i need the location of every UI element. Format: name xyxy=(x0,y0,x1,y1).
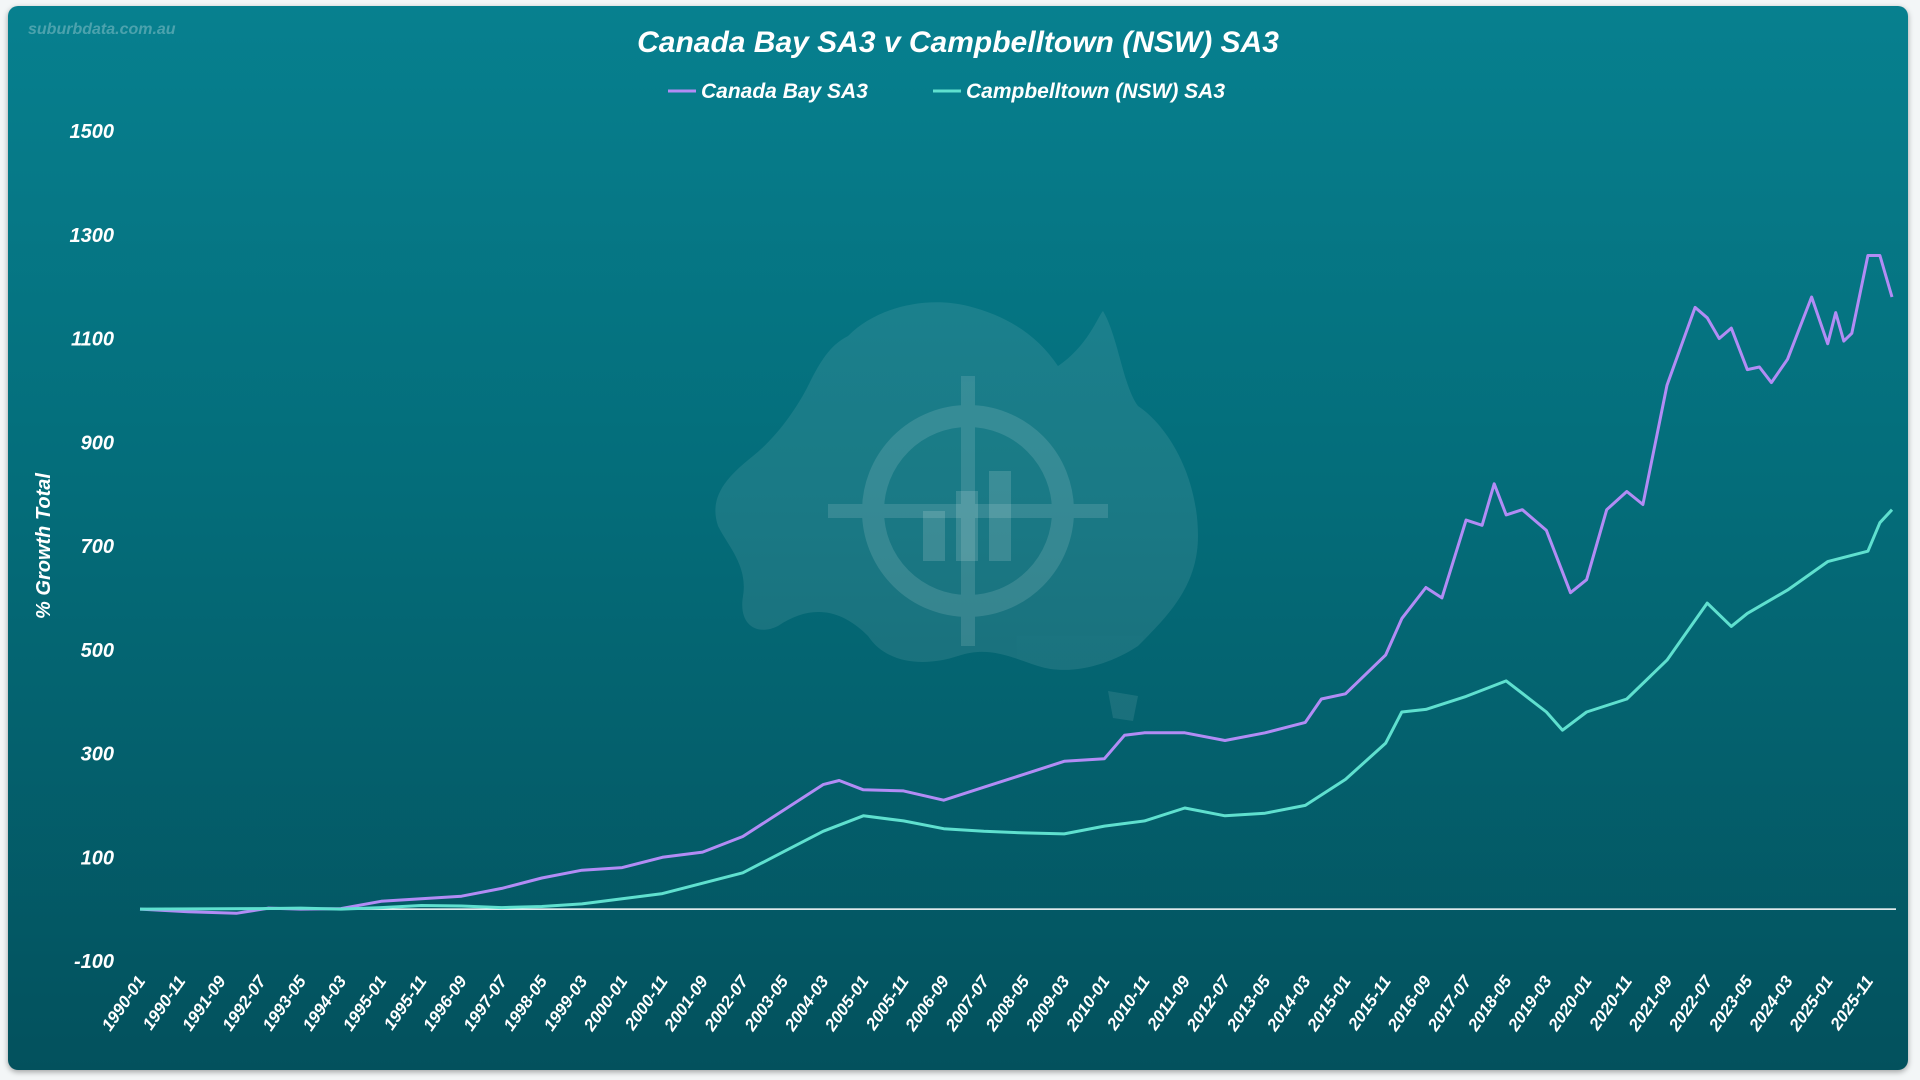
y-tick-label: 1500 xyxy=(70,121,115,143)
chart: suburbdata.com.au Canada Bay SA3 v Campb… xyxy=(28,21,1896,1035)
y-tick-label: -100 xyxy=(74,951,114,973)
watermark-text: suburbdata.com.au xyxy=(28,21,176,38)
watermark-target-icon xyxy=(828,376,1108,646)
y-tick-label: 900 xyxy=(81,432,114,454)
y-tick-label: 300 xyxy=(81,744,114,766)
series-line-1 xyxy=(139,508,1894,911)
series-lines xyxy=(139,254,1894,915)
y-axis-ticks: -100 100 300 500 700 900 1100 1300 1500 xyxy=(70,121,115,973)
series-line-0 xyxy=(139,254,1894,915)
watermark-logo xyxy=(715,302,1198,721)
legend-label: Campbelltown (NSW) SA3 xyxy=(966,80,1225,103)
watermark-bars xyxy=(923,471,1011,561)
chart-title: Canada Bay SA3 v Campbelltown (NSW) SA3 xyxy=(637,26,1279,59)
y-tick-label: 700 xyxy=(81,536,114,558)
y-tick-label: 500 xyxy=(81,640,114,662)
y-tick-label: 1300 xyxy=(70,225,115,247)
chart-panel: suburbdata.com.au Canada Bay SA3 v Campb… xyxy=(8,6,1908,1070)
legend-label: Canada Bay SA3 xyxy=(701,80,868,103)
y-axis-label: % Growth Total xyxy=(33,473,55,619)
legend: Canada Bay SA3 Campbelltown (NSW) SA3 xyxy=(668,80,1225,103)
y-tick-label: 1100 xyxy=(71,329,114,351)
y-tick-label: 100 xyxy=(81,847,114,869)
x-axis-ticks: 1990-011990-111991-091992-071993-051994-… xyxy=(98,971,1877,1035)
